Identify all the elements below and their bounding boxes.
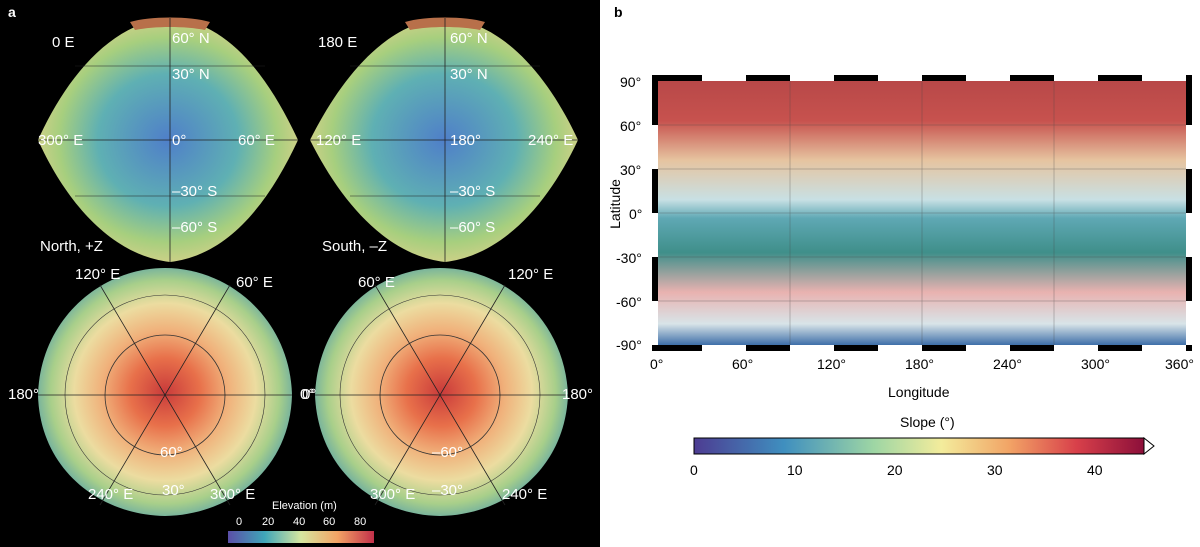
colorbar-arrow (1143, 436, 1155, 456)
lon-label: 0° (300, 386, 315, 403)
lon-label: 120° E (508, 266, 554, 283)
lon-tick: 360° (1165, 356, 1194, 372)
lat-tick: -30° (616, 250, 642, 266)
lon-label: 300° E (210, 486, 256, 503)
lon-tick: 180° (905, 356, 934, 372)
view-label: 180 E (318, 34, 358, 51)
lat-label: –60° (432, 444, 464, 461)
colorbar-tick: 30 (987, 462, 1003, 478)
lat-tick: -90° (616, 337, 642, 353)
lon-label: 60° E (236, 274, 273, 291)
lat-tick: 60° (620, 118, 642, 134)
view-north (38, 268, 292, 516)
x-axis-label: Longitude (888, 384, 950, 400)
lat-label: –30° S (172, 183, 218, 200)
lon-label: 240° E (528, 132, 574, 149)
view-180e (310, 17, 578, 262)
lon-label: 60° E (238, 132, 275, 149)
lat-label: –30° (432, 482, 464, 499)
panel-b-slope-map: b 90° 60° 30° 0° -30° -60° -90° Latitude… (600, 0, 1200, 547)
lon-label: 0° (302, 386, 317, 403)
lon-label: 240° E (502, 486, 548, 503)
view-label: 0 E (52, 34, 75, 51)
map-border-ticks (652, 75, 1192, 351)
lat-label: 30° (162, 482, 185, 499)
colorbar-tick: 60 (323, 516, 336, 528)
slope-colorbar (693, 437, 1145, 455)
colorbar-tick: 10 (787, 462, 803, 478)
lat-label: –60° S (450, 219, 496, 236)
y-axis-label: Latitude (606, 179, 623, 229)
lon-label: 180° (562, 386, 594, 403)
view-title: North, +Z (40, 238, 103, 255)
view-0e (38, 17, 298, 262)
asteroid-elevation-renderings (38, 17, 578, 543)
lat-label: 60° (160, 444, 183, 461)
slope-map (652, 75, 1192, 456)
lon-label: 120° E (75, 266, 121, 283)
colorbar-tick: 20 (262, 516, 275, 528)
colorbar-title: Slope (°) (900, 414, 955, 430)
colorbar-title: Elevation (m) (272, 500, 337, 512)
lon-tick: 60° (732, 356, 754, 372)
lon-label: 300° E (38, 132, 84, 149)
lon-label: 0° (172, 132, 187, 149)
lat-label: –30° S (450, 183, 496, 200)
lon-label: 240° E (88, 486, 134, 503)
colorbar-tick: 20 (887, 462, 903, 478)
view-title: South, –Z (322, 238, 388, 255)
panel-a-label: a (8, 4, 16, 20)
lon-tick: 0° (650, 356, 664, 372)
lat-tick: 0° (629, 206, 643, 222)
lon-label: 180° (450, 132, 482, 149)
lon-label: 120° E (316, 132, 362, 149)
lat-label: 30° N (450, 66, 488, 83)
lon-label: 300° E (370, 486, 416, 503)
colorbar-tick: 80 (354, 516, 367, 528)
lon-label: 180° (8, 386, 40, 403)
colorbar-tick: 40 (293, 516, 306, 528)
lat-tick: -60° (616, 294, 642, 310)
panel-a-elevation-views: a 0 E 60° N 30° N 300° E 0° 60° E –30° S… (0, 0, 600, 547)
lat-label: 30° N (172, 66, 210, 83)
lon-tick: 240° (993, 356, 1022, 372)
lon-label: 60° E (358, 274, 395, 291)
panel-b-label: b (614, 4, 623, 20)
elevation-colorbar (228, 531, 374, 543)
lat-tick: 90° (620, 74, 642, 90)
lat-tick: 30° (620, 162, 642, 178)
view-south (315, 268, 568, 516)
lat-label: 60° N (172, 30, 210, 47)
colorbar-tick: 0 (690, 462, 698, 478)
lat-label: –60° S (172, 219, 218, 236)
map-grid (658, 81, 1186, 345)
colorbar-tick: 0 (236, 516, 243, 528)
lon-tick: 300° (1081, 356, 1110, 372)
lat-label: 60° N (450, 30, 488, 47)
lon-tick: 120° (817, 356, 846, 372)
colorbar-tick: 40 (1087, 462, 1103, 478)
